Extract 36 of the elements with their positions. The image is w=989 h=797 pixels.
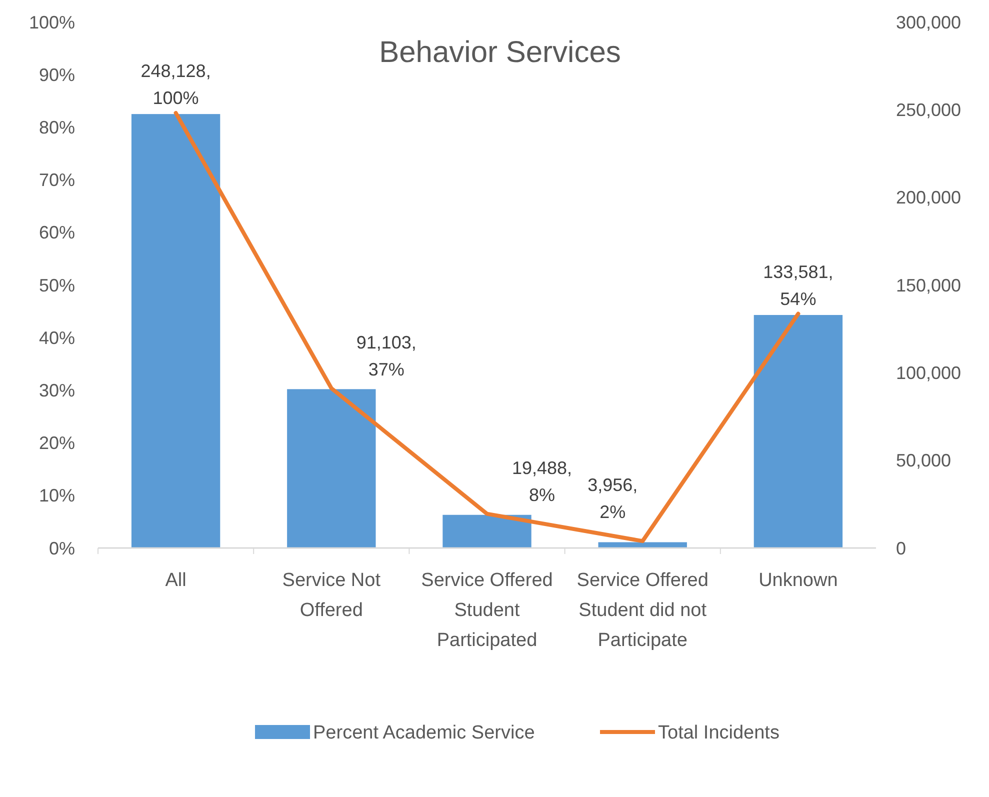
y-tick-label: 100% (28, 12, 75, 32)
legend-label: Percent Academic Service (313, 722, 535, 744)
bar (754, 314, 843, 548)
data-label: 3,956, 2% (588, 475, 638, 522)
y-tick-label: 90% (38, 64, 75, 85)
y-tick-label: 40% (38, 328, 75, 348)
y-tick-label: 60% (38, 222, 75, 243)
x-tick-label: Unknown (758, 570, 838, 591)
x-tick-label: All (165, 570, 186, 591)
y2-tick-label: 100,000 (896, 362, 962, 383)
y2-tick-label: 50,000 (896, 450, 952, 471)
y2-tick-label: 0 (896, 538, 906, 558)
y-tick-label: 80% (38, 118, 75, 138)
x-tick-label: Service Offered Student Participated (421, 570, 553, 651)
text: Behavior Services (379, 36, 621, 69)
y2-tick-label: 300,000 (896, 12, 962, 32)
data-label: 91,103, 37% (356, 332, 416, 380)
x-tick-label: Service Offered Student did not Participate (576, 570, 708, 651)
x-tick-label: Service Not Offered (282, 570, 382, 621)
legend-label: Total Incidents (658, 722, 780, 744)
y2-tick-label: 250,000 (896, 100, 962, 120)
y2-tick-label: 200,000 (896, 188, 962, 208)
bar (598, 542, 687, 548)
bar (131, 114, 220, 548)
y-tick-label: 30% (38, 380, 75, 400)
y2-tick-label: 150,000 (896, 275, 962, 296)
bar (442, 514, 532, 548)
y-tick-label: 0% (48, 538, 75, 558)
data-label: 133,581, 54% (763, 262, 834, 309)
bar (287, 389, 376, 548)
data-label: 248,128, 100% (140, 60, 211, 108)
y-tick-label: 20% (38, 433, 75, 454)
data-label: 19,488, 8% (512, 458, 572, 505)
y-tick-label: 70% (38, 170, 75, 190)
y-tick-label: 50% (38, 275, 75, 296)
y-tick-label: 10% (38, 486, 75, 506)
